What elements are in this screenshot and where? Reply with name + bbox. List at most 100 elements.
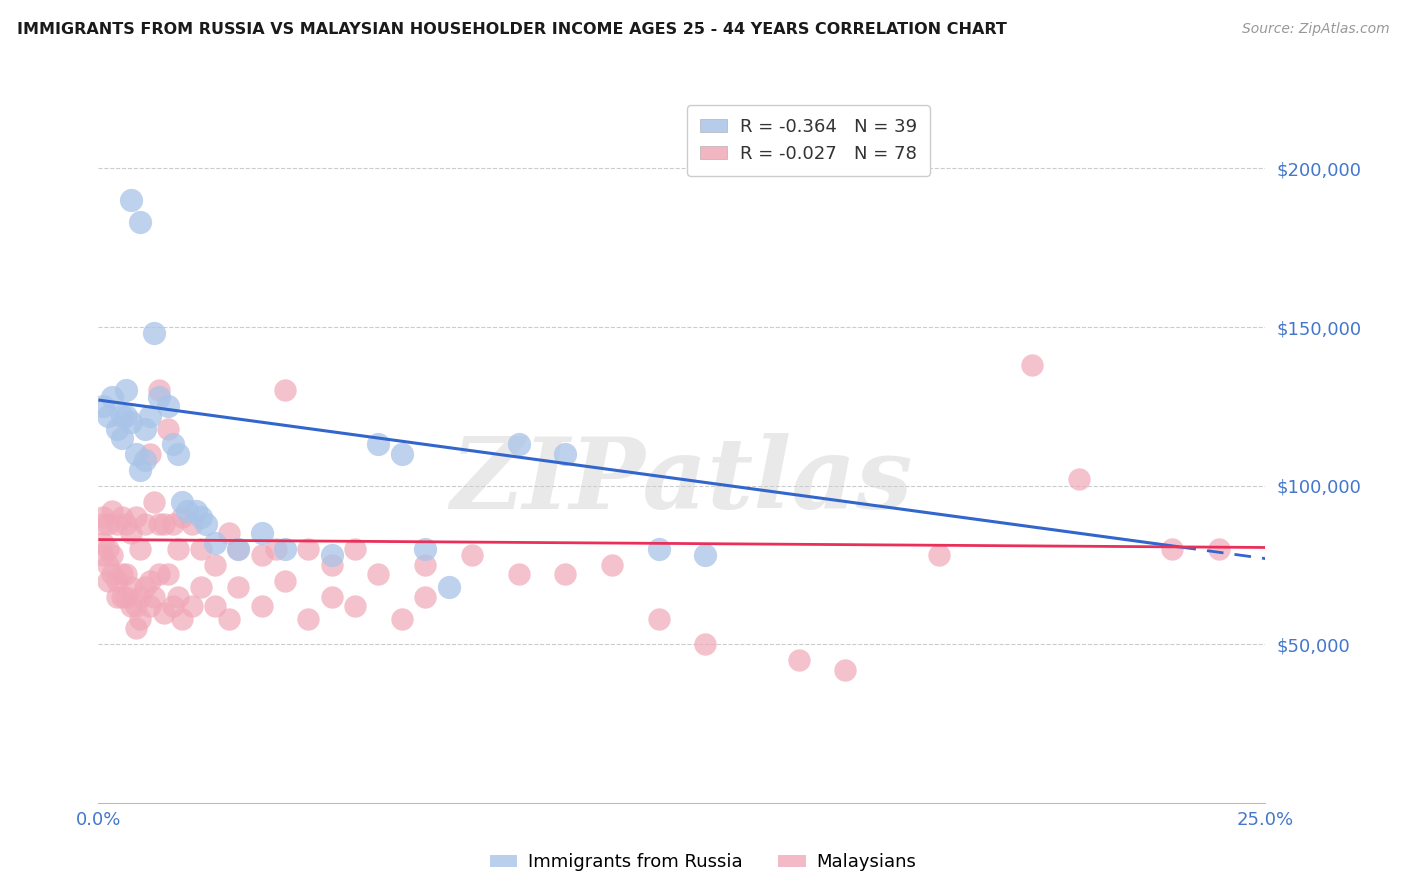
Point — [97, 542, 120, 557]
Point — [134, 516, 156, 531]
Point — [367, 567, 389, 582]
Point — [321, 549, 343, 563]
Point — [115, 384, 138, 398]
Point — [115, 409, 138, 423]
Point — [162, 599, 184, 614]
Point — [152, 516, 174, 531]
Point — [111, 590, 134, 604]
Point — [297, 542, 319, 557]
Point — [190, 542, 212, 557]
Point — [695, 549, 717, 563]
Point — [125, 510, 148, 524]
Point — [120, 526, 142, 541]
Point — [143, 494, 166, 508]
Point — [115, 567, 138, 582]
Point — [120, 580, 142, 594]
Point — [111, 409, 134, 423]
Point — [218, 612, 240, 626]
Point — [834, 663, 856, 677]
Point — [787, 653, 810, 667]
Point — [321, 590, 343, 604]
Point — [157, 421, 180, 435]
Point — [148, 390, 170, 404]
Point — [297, 612, 319, 626]
Point — [97, 409, 120, 423]
Text: Source: ZipAtlas.com: Source: ZipAtlas.com — [1241, 22, 1389, 37]
Point — [508, 437, 530, 451]
Point — [134, 580, 156, 594]
Point — [228, 542, 250, 557]
Point — [172, 510, 194, 524]
Point — [228, 580, 250, 594]
Point — [91, 549, 114, 563]
Point — [120, 599, 142, 614]
Point — [120, 193, 142, 207]
Text: IMMIGRANTS FROM RUSSIA VS MALAYSIAN HOUSEHOLDER INCOME AGES 25 - 44 YEARS CORREL: IMMIGRANTS FROM RUSSIA VS MALAYSIAN HOUS… — [17, 22, 1007, 37]
Point — [139, 599, 162, 614]
Point — [391, 612, 413, 626]
Point — [194, 516, 217, 531]
Point — [101, 567, 124, 582]
Point — [554, 447, 576, 461]
Point — [166, 590, 188, 604]
Point — [91, 535, 114, 549]
Point — [91, 516, 114, 531]
Point — [172, 494, 194, 508]
Point — [143, 590, 166, 604]
Point — [600, 558, 623, 572]
Point — [97, 574, 120, 588]
Point — [143, 326, 166, 341]
Point — [413, 590, 436, 604]
Point — [344, 599, 367, 614]
Point — [1208, 542, 1230, 557]
Legend: R = -0.364   N = 39, R = -0.027   N = 78: R = -0.364 N = 39, R = -0.027 N = 78 — [688, 105, 929, 176]
Point — [344, 542, 367, 557]
Point — [228, 542, 250, 557]
Point — [274, 542, 297, 557]
Point — [111, 510, 134, 524]
Point — [139, 574, 162, 588]
Point — [105, 516, 128, 531]
Point — [218, 526, 240, 541]
Point — [172, 612, 194, 626]
Point — [148, 384, 170, 398]
Point — [129, 215, 152, 229]
Point — [148, 516, 170, 531]
Point — [190, 580, 212, 594]
Text: ZIPatlas: ZIPatlas — [451, 434, 912, 530]
Point — [1021, 358, 1043, 372]
Point — [413, 542, 436, 557]
Point — [157, 567, 180, 582]
Point — [101, 504, 124, 518]
Point — [321, 558, 343, 572]
Point — [115, 516, 138, 531]
Point — [129, 612, 152, 626]
Point — [413, 558, 436, 572]
Point — [105, 574, 128, 588]
Point — [204, 535, 226, 549]
Point — [180, 599, 202, 614]
Point — [125, 447, 148, 461]
Point — [152, 606, 174, 620]
Point — [111, 567, 134, 582]
Point — [139, 409, 162, 423]
Point — [115, 590, 138, 604]
Point — [166, 542, 188, 557]
Point — [97, 516, 120, 531]
Point — [274, 574, 297, 588]
Point — [647, 612, 669, 626]
Point — [367, 437, 389, 451]
Point — [928, 549, 950, 563]
Point — [134, 421, 156, 435]
Point — [101, 549, 124, 563]
Point — [1067, 472, 1090, 486]
Point — [166, 447, 188, 461]
Point — [508, 567, 530, 582]
Point — [129, 542, 152, 557]
Legend: Immigrants from Russia, Malaysians: Immigrants from Russia, Malaysians — [482, 847, 924, 879]
Point — [157, 400, 180, 414]
Point — [190, 510, 212, 524]
Point — [647, 542, 669, 557]
Point — [250, 549, 273, 563]
Point — [162, 516, 184, 531]
